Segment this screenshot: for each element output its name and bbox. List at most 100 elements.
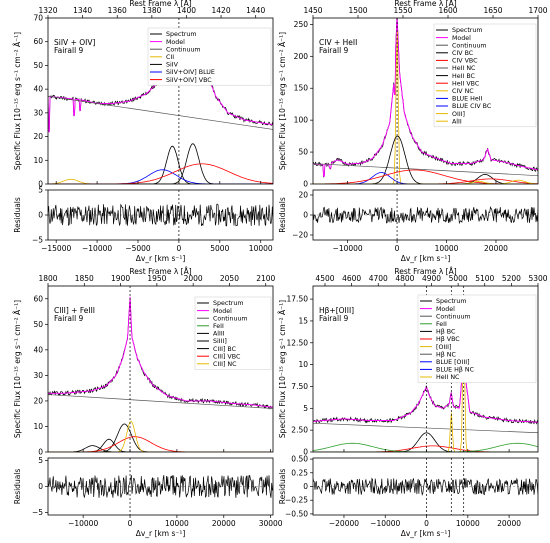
y-tick-label: 5 bbox=[303, 404, 308, 413]
top-tick-label: 5200 bbox=[502, 274, 521, 283]
top-tick-label: 1950 bbox=[147, 274, 166, 283]
legend-entry: CIII] BC bbox=[213, 346, 237, 353]
residual-plot-area bbox=[48, 475, 273, 498]
panel-annotation: CIII] + FeIII bbox=[54, 306, 95, 315]
y-tick-label: 40 bbox=[33, 85, 43, 94]
legend-entry: SiIII] bbox=[213, 338, 227, 345]
residual-y-tick-label: −5 bbox=[32, 508, 43, 517]
top-tick-label: 1650 bbox=[483, 6, 502, 15]
residual-y-axis-label: Residuals bbox=[278, 197, 287, 233]
x-tick-label: 20000 bbox=[484, 244, 508, 253]
model-line bbox=[313, 299, 538, 423]
y-tick-label: 7.50 bbox=[291, 382, 308, 391]
x-tick-label: 10000 bbox=[435, 244, 459, 253]
legend-entry: HeII NC bbox=[452, 65, 476, 72]
residual-plot-area bbox=[313, 477, 538, 496]
legend-entry: Continuum bbox=[452, 42, 487, 49]
top-tick-label: 1600 bbox=[438, 6, 457, 15]
y-tick-label: 70 bbox=[33, 14, 43, 23]
top-tick-label: 1550 bbox=[393, 6, 412, 15]
component-oiii--line bbox=[313, 179, 538, 184]
x-tick-label: 0 bbox=[424, 519, 429, 528]
residual-plot-area bbox=[48, 203, 273, 227]
residual-y-tick-label: 5 bbox=[38, 456, 43, 465]
residual-y-tick-label: 0 bbox=[303, 211, 308, 220]
legend-entry: AlII bbox=[452, 118, 462, 125]
top-tick-label: 1440 bbox=[246, 6, 265, 15]
y-tick-label: 12.50 bbox=[287, 338, 309, 347]
y-tick-label: 2.50 bbox=[291, 426, 308, 435]
top-tick-label: 1380 bbox=[142, 6, 161, 15]
y-tick-label: 30 bbox=[33, 108, 43, 117]
continuum-line bbox=[48, 95, 273, 130]
component-heii-bc-line bbox=[313, 173, 538, 184]
residual-y-tick-label: 0 bbox=[38, 482, 43, 491]
x-tick-label: 5000 bbox=[210, 244, 229, 253]
x-tick-label: 0 bbox=[128, 519, 133, 528]
residual-plot-area bbox=[313, 206, 538, 225]
component-siiv-line bbox=[48, 145, 273, 184]
panel-annotation: Hβ+[OIII] bbox=[319, 306, 354, 315]
x-tick-label: −20000 bbox=[329, 519, 359, 528]
residual-line bbox=[48, 475, 273, 498]
legend-entry: Hβ NC bbox=[436, 351, 456, 358]
legend-entry: Model bbox=[452, 35, 471, 42]
residual-y-axis-label: Residuals bbox=[278, 469, 287, 505]
legend-entry: CIII] VBC bbox=[213, 353, 241, 360]
y-tick-label: 0 bbox=[38, 180, 43, 189]
residual-y-tick-label: −0.25 bbox=[285, 496, 308, 505]
top-axis-label: Rest Frame λ [Å] bbox=[129, 267, 191, 276]
residual-y-tick-label: 0.50 bbox=[291, 455, 308, 464]
residual-line bbox=[313, 477, 538, 496]
top-tick-label: 1900 bbox=[111, 274, 130, 283]
top-tick-label: 1400 bbox=[177, 6, 196, 15]
legend-entry: Continuum bbox=[436, 313, 471, 320]
top-tick-label: 2000 bbox=[184, 274, 203, 283]
panel-annotation: Fairall 9 bbox=[54, 46, 84, 55]
residual-y-tick-label: 5 bbox=[38, 186, 43, 195]
y-tick-label: 10 bbox=[33, 156, 43, 165]
legend-entry: FeII bbox=[436, 321, 447, 328]
legend-entry: Spectrum bbox=[452, 27, 483, 34]
top-tick-label: 1800 bbox=[38, 274, 57, 283]
residual-line bbox=[313, 206, 538, 225]
y-tick-label: 150 bbox=[294, 84, 309, 93]
legend-box bbox=[147, 27, 272, 86]
y-tick-label: 50 bbox=[33, 61, 43, 70]
y-axis-label: Specific Flux [10⁻¹⁵ erg s⁻¹ cm⁻² Å⁻¹] bbox=[13, 32, 22, 170]
component-siiv-oiv-blue-line bbox=[48, 169, 273, 184]
top-tick-label: 2100 bbox=[256, 274, 275, 283]
top-tick-label: 4800 bbox=[395, 274, 414, 283]
y-tick-label: 20 bbox=[33, 396, 43, 405]
y-tick-label: 60 bbox=[33, 294, 43, 303]
y-tick-label: 200 bbox=[294, 52, 309, 61]
residual-y-tick-label: 0 bbox=[38, 211, 43, 220]
x-tick-label: 30000 bbox=[259, 519, 283, 528]
top-axis-label: Rest Frame λ [Å] bbox=[394, 267, 456, 276]
model-line bbox=[313, 18, 538, 177]
top-tick-label: 4900 bbox=[422, 274, 441, 283]
y-tick-label: 50 bbox=[33, 320, 43, 329]
legend-entry: CIV VBC bbox=[452, 58, 478, 65]
y-tick-label: 60 bbox=[33, 37, 43, 46]
residual-y-tick-label: −0.50 bbox=[285, 509, 308, 518]
residual-y-tick-label: −20 bbox=[292, 231, 308, 240]
panel-bottom-right: 0 2.50 5 7.50 10 12.50 15 17.50 4500 4600 4700 4800… bbox=[278, 267, 548, 538]
continuum-line bbox=[313, 163, 538, 177]
x-tick-label: 10000 bbox=[456, 519, 480, 528]
legend-entry: SiIV+OIV] BLUE bbox=[166, 69, 215, 76]
x-axis-label: Δv_r [km s⁻¹] bbox=[136, 254, 186, 263]
y-tick-label: 0 bbox=[303, 448, 308, 457]
legend-entry: HeII NC bbox=[436, 374, 460, 381]
component-heii-vbc-line bbox=[313, 178, 538, 184]
x-tick-label: 10000 bbox=[165, 519, 189, 528]
legend-entry: BLUE Hβ NC bbox=[436, 367, 475, 374]
legend-entry: Model bbox=[166, 39, 185, 46]
residual-y-tick-label: −5 bbox=[32, 236, 43, 245]
component-siiv-oiv-vbc-line bbox=[48, 163, 273, 184]
residual-y-tick-label: 0 bbox=[303, 482, 308, 491]
legend-entry: CIV BC bbox=[452, 50, 474, 57]
